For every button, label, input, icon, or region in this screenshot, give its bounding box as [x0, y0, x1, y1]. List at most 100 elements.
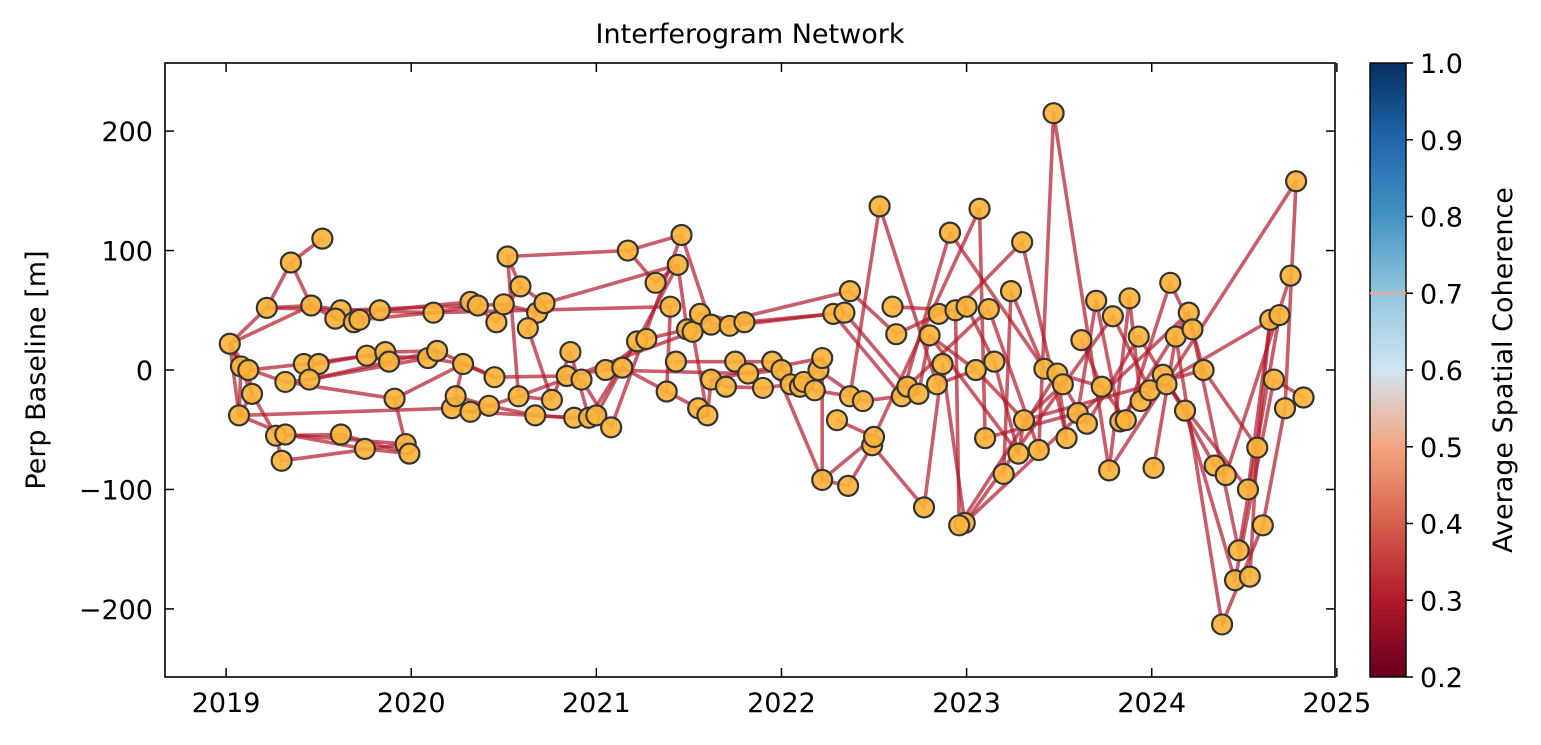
pair-line [664, 304, 673, 394]
y-tick-label: 0 [136, 356, 153, 387]
pair-line [307, 356, 430, 382]
acquisition-point [1085, 289, 1108, 312]
acquisition-point [811, 346, 834, 370]
acquisition-point [983, 350, 1006, 373]
y-tick-label: 200 [101, 117, 153, 148]
acquisition-point [611, 356, 634, 379]
acquisition-point [1210, 613, 1234, 636]
acquisition-point [825, 409, 849, 432]
acquisition-point [1114, 409, 1137, 432]
pair-line [1111, 314, 1152, 393]
pair-line [977, 206, 987, 440]
acquisition-point [298, 368, 321, 391]
pair-line [1127, 296, 1143, 403]
acquisition-point [218, 332, 241, 355]
colorbar-tick-label: 0.3 [1420, 586, 1463, 617]
x-axis-ticks: 2019 2020 2021 2022 2023 2024 2025 [192, 63, 1371, 719]
acquisition-point [377, 350, 401, 373]
pair-line [1036, 111, 1056, 452]
acquisition-point [274, 370, 297, 394]
y-axis-label: Perp Baseline [m] [21, 250, 52, 489]
acquisition-point [1214, 464, 1237, 487]
x-tick-label: 2020 [377, 688, 446, 719]
acquisition-point [353, 437, 377, 460]
acquisition-point [483, 366, 506, 389]
acquisition-point [1098, 459, 1121, 482]
pair-line [948, 230, 1047, 371]
acquisition-point [1236, 478, 1260, 501]
pair-line [237, 406, 454, 418]
acquisition-point [1051, 373, 1074, 396]
pair-line [1001, 289, 1013, 476]
colorbar-tick-label: 0.8 [1420, 203, 1463, 234]
pair-line [1183, 408, 1237, 583]
y-tick-label: 100 [101, 237, 153, 268]
acquisition-point [1012, 409, 1036, 432]
acquisition-point [477, 394, 501, 417]
x-tick-label: 2019 [192, 688, 261, 719]
acquisition-point [999, 280, 1023, 303]
acquisition-point [833, 301, 856, 324]
acquisition-point [270, 449, 293, 472]
pair-line [1248, 445, 1260, 579]
acquisition-point [1268, 303, 1291, 327]
acquisition-point [644, 271, 667, 294]
acquisition-point [1159, 271, 1182, 294]
acquisition-point [324, 307, 347, 330]
acquisition-point [1127, 325, 1150, 348]
acquisition-point [451, 352, 475, 376]
pair-line [848, 204, 882, 399]
acquisition-point [237, 358, 260, 382]
pair-line [227, 341, 241, 418]
acquisition-point [964, 358, 987, 382]
colorbar [1369, 62, 1407, 678]
acquisition-point [1155, 373, 1178, 396]
acquisition-point [279, 251, 302, 274]
acquisition-point [398, 442, 421, 465]
acquisition-point [912, 496, 936, 519]
pair-line [526, 326, 554, 402]
acquisition-point [907, 382, 930, 405]
acquisition-point [655, 380, 678, 403]
pair-line [357, 310, 436, 322]
acquisition-point [803, 379, 826, 402]
acquisition-point [868, 195, 891, 218]
acquisition-point [383, 387, 406, 410]
acquisition-point [714, 375, 738, 398]
colorbar-tick-label: 0.6 [1420, 356, 1463, 387]
acquisition-point [1292, 386, 1315, 409]
acquisition-point [348, 308, 371, 331]
pair-line [1051, 111, 1111, 473]
acquisition-point [444, 385, 467, 408]
acquisition-point [1142, 456, 1165, 480]
acquisition-point [1181, 318, 1204, 341]
acquisition-point [1246, 436, 1269, 459]
acquisition-point [600, 416, 623, 439]
x-tick-label: 2025 [1302, 688, 1371, 719]
acquisition-point [329, 423, 352, 446]
pair-line [392, 362, 465, 401]
acquisition-point [559, 340, 582, 364]
pair-line [842, 310, 910, 389]
acquisition-point [368, 299, 391, 322]
colorbar-tick-label: 0.7 [1420, 279, 1463, 310]
acquisition-point [1075, 412, 1099, 435]
acquisition-point [992, 462, 1015, 486]
pair-line [953, 308, 961, 528]
y-tick-label: −100 [79, 475, 153, 506]
colorbar-tick-label: 0.5 [1420, 433, 1463, 464]
pair-line [831, 312, 904, 399]
acquisition-point [955, 295, 978, 318]
y-axis-ticks: −200 −100 0 100 200 [79, 117, 1335, 626]
acquisition-point [524, 404, 547, 427]
pair-line [1201, 368, 1260, 450]
acquisition-point [1101, 305, 1124, 328]
acquisition-point [459, 400, 482, 423]
acquisition-point [496, 245, 519, 268]
acquisition-point [227, 404, 251, 427]
acquisition-point [1027, 438, 1050, 462]
acquisition-point [918, 324, 941, 347]
pair-line [227, 303, 314, 346]
acquisition-point [666, 253, 689, 276]
